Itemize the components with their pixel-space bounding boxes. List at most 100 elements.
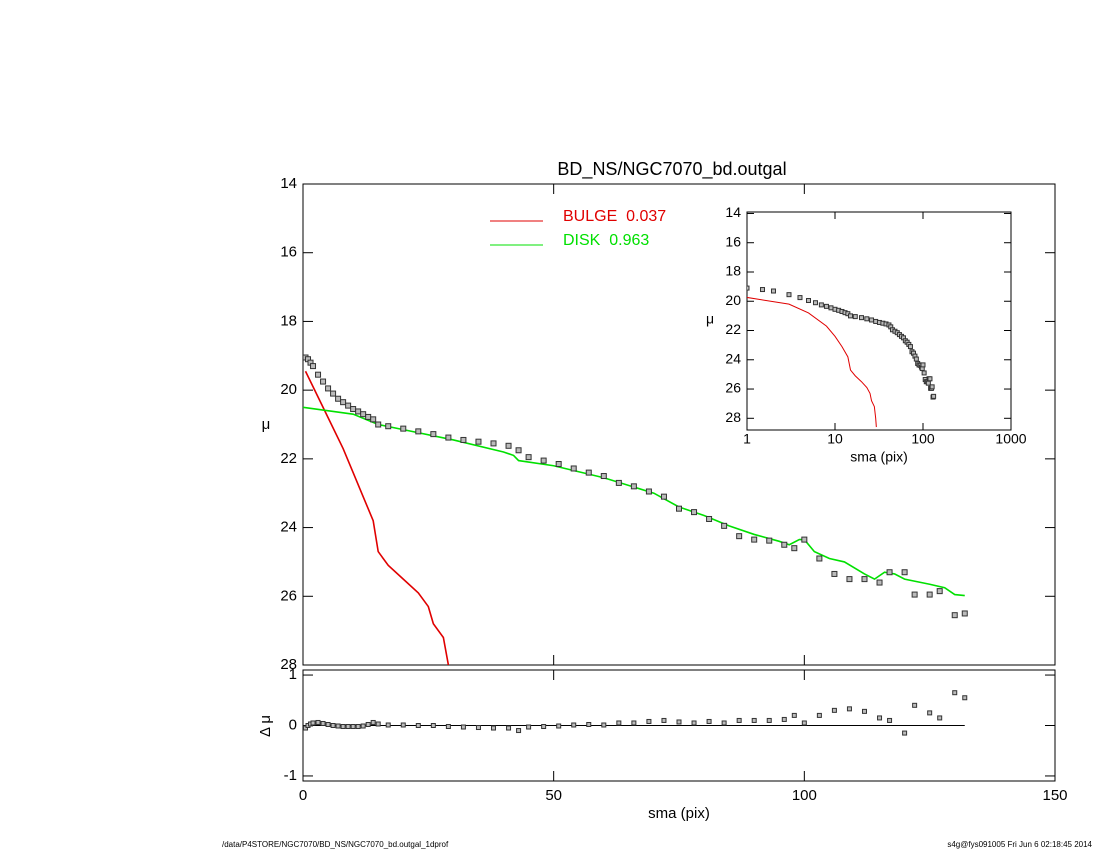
data-point	[460, 436, 467, 443]
y-tick-label: 16	[280, 244, 297, 261]
data-point	[846, 576, 853, 583]
data-point	[806, 298, 812, 304]
residual-point	[516, 728, 522, 734]
residual-point	[541, 724, 547, 730]
data-point	[818, 302, 824, 308]
data-point	[781, 541, 788, 548]
residual-point	[320, 720, 326, 726]
data-point	[415, 428, 422, 435]
y-tick-label: 18	[280, 312, 297, 329]
residual-point	[460, 724, 466, 730]
x-tick-label: 1	[743, 431, 751, 447]
y-axis-label: μ	[262, 416, 271, 433]
data-point	[858, 315, 864, 321]
residual-point	[586, 721, 592, 727]
data-point	[951, 612, 958, 619]
data-point	[864, 316, 870, 322]
footer-stamp: s4g@fys091005 Fri Jun 6 02:18:45 2014	[947, 840, 1092, 849]
residual-point	[310, 720, 316, 726]
y-tick-label: 0	[289, 716, 297, 733]
legend-label: DISK 0.963	[563, 232, 649, 249]
data-point	[676, 505, 682, 512]
y-tick-label: 26	[280, 587, 297, 604]
x-tick-label: 100	[911, 431, 935, 447]
data-point	[831, 570, 838, 577]
data-point	[797, 295, 803, 301]
model-line	[303, 406, 965, 597]
residual-point	[877, 715, 883, 721]
data-point	[350, 406, 357, 413]
y-tick-label: 20	[280, 381, 297, 398]
data-point	[791, 545, 798, 552]
data-point	[540, 457, 547, 464]
data-point	[365, 413, 372, 420]
residual-point	[766, 717, 772, 723]
residual-point	[816, 712, 822, 718]
data-point	[445, 434, 452, 441]
data-point	[936, 588, 943, 595]
plot-frame	[302, 183, 1056, 666]
data-point	[812, 300, 818, 306]
data-point	[600, 473, 607, 480]
residual-point	[370, 719, 376, 725]
residual-point	[937, 715, 943, 721]
residual-point	[340, 724, 346, 730]
data-point	[330, 390, 337, 397]
residual-point	[445, 724, 451, 730]
data-point	[911, 591, 918, 598]
residual-point	[430, 723, 436, 728]
data-point	[721, 522, 728, 529]
x-tick-label: 1000	[995, 431, 1026, 447]
y-tick-label: 14	[725, 204, 741, 220]
inset-y-axis-label: μ	[706, 311, 714, 327]
residual-point	[355, 724, 361, 730]
data-point	[920, 362, 926, 368]
residual-point	[475, 725, 481, 731]
data-point	[525, 454, 532, 461]
data-point	[400, 425, 407, 432]
data-point	[747, 285, 750, 291]
residual-point	[601, 722, 607, 728]
residual-point	[350, 724, 356, 730]
data-point	[475, 438, 482, 445]
x-tick-label: 100	[792, 787, 817, 804]
residual-point	[706, 718, 712, 724]
data-point	[490, 440, 497, 447]
y-tick-label: 26	[725, 380, 741, 396]
x-tick-label: 0	[299, 787, 307, 804]
residual-point	[801, 720, 807, 726]
residual-point	[400, 722, 406, 728]
data-point	[585, 469, 592, 476]
data-point	[907, 344, 913, 350]
y-tick-label: 28	[725, 409, 741, 425]
data-point	[847, 313, 853, 319]
data-point	[555, 461, 562, 468]
y-tick-label: 24	[280, 519, 297, 536]
y-tick-label: 14	[280, 175, 297, 192]
residual-point	[365, 721, 371, 727]
residual-point	[631, 720, 637, 726]
residual-point	[912, 702, 918, 708]
y-tick-label: 1	[289, 666, 297, 683]
residual-point	[791, 712, 797, 718]
data-point	[345, 402, 352, 409]
residual-point	[736, 717, 742, 723]
data-point	[828, 305, 834, 311]
residual-point	[335, 723, 341, 729]
y-tick-label: 18	[725, 263, 741, 279]
data-point	[691, 509, 698, 516]
y-tick-label: -1	[284, 767, 297, 784]
data-point	[852, 314, 858, 320]
data-point	[931, 393, 937, 399]
footer-path: /data/P4STORE/NGC7070/BD_NS/NGC7070_bd.o…	[222, 840, 449, 849]
data-point	[886, 569, 893, 576]
inset-x-axis-label: sma (pix)	[850, 449, 908, 465]
residual-point	[676, 719, 682, 725]
data-point	[335, 395, 342, 402]
y-tick-label: 22	[725, 321, 741, 337]
data-point	[320, 378, 327, 385]
data-point	[706, 515, 713, 522]
data-point	[355, 408, 362, 415]
residual-point	[721, 720, 727, 726]
